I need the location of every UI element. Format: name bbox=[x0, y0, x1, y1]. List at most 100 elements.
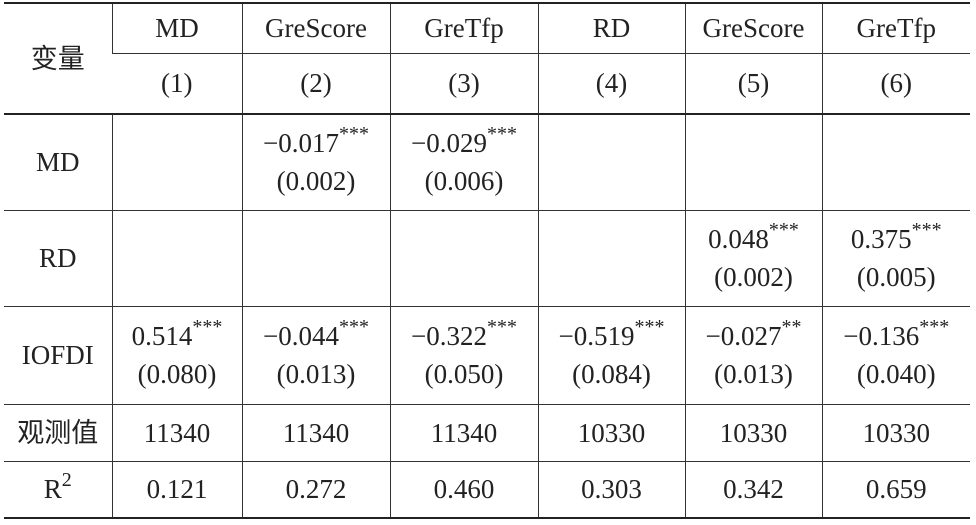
cell: 0.342 bbox=[684, 460, 822, 519]
cell: −0.519*** (0.084) bbox=[537, 305, 685, 404]
significance-stars: *** bbox=[338, 123, 369, 146]
cell: 10330 bbox=[821, 403, 970, 461]
coefficient-line: 0.514*** bbox=[113, 317, 242, 355]
regression-table: 变量 MD GreScore GreTfp RD GreScore GreTfp (1) (2)… bbox=[4, 2, 970, 519]
table-row: 变量 MD GreScore GreTfp RD GreScore GreTfp bbox=[4, 2, 970, 114]
cell: −0.044*** (0.013) bbox=[241, 305, 390, 404]
row-label: 观测值 bbox=[4, 403, 112, 461]
standard-error: (0.084) bbox=[572, 359, 651, 389]
cell: −0.017*** (0.002) bbox=[241, 113, 390, 210]
table-row: 观测值 11340 11340 11340 10330 10330 10330 bbox=[4, 403, 970, 461]
standard-error: (0.002) bbox=[276, 166, 356, 197]
significance-stars: ** bbox=[781, 316, 802, 338]
cell: −0.029*** (0.006) bbox=[389, 113, 538, 210]
cell: 11340 bbox=[111, 403, 242, 461]
column-name: GreTfp bbox=[389, 2, 538, 53]
significance-stars: *** bbox=[192, 316, 223, 338]
cell: 0.121 bbox=[111, 460, 242, 519]
coefficient-line: −0.519*** bbox=[539, 317, 685, 355]
standard-error: (0.080) bbox=[137, 359, 217, 389]
coefficient: −0.136 bbox=[843, 321, 920, 351]
coefficient: −0.044 bbox=[263, 321, 339, 351]
significance-stars: *** bbox=[634, 316, 665, 338]
cell: 11340 bbox=[389, 403, 538, 461]
cell bbox=[389, 209, 538, 306]
standard-error: (0.013) bbox=[714, 359, 793, 389]
cell bbox=[821, 113, 970, 210]
cell: 0.460 bbox=[389, 460, 538, 519]
cell bbox=[241, 209, 390, 306]
coefficient-line: −0.044*** bbox=[243, 317, 390, 355]
cell: −0.136*** (0.040) bbox=[821, 305, 971, 404]
coefficient-line: −0.322*** bbox=[391, 317, 538, 355]
table-row: IOFDI 0.514*** (0.080) −0.044*** (0.013) −0.3… bbox=[4, 305, 971, 404]
coefficient: −0.322 bbox=[411, 321, 487, 351]
coefficient-line: −0.017*** bbox=[243, 124, 390, 162]
standard-error: (0.040) bbox=[856, 359, 936, 389]
coefficient-line: 0.048*** bbox=[686, 220, 822, 258]
significance-stars: *** bbox=[768, 219, 799, 241]
significance-stars: *** bbox=[486, 316, 517, 338]
standard-error: (0.006) bbox=[424, 166, 504, 197]
standard-error: (0.005) bbox=[856, 262, 936, 292]
table-row: RD 0.048*** (0.002) 0.375*** (0.005) bbox=[4, 209, 971, 306]
column-name: GreTfp bbox=[821, 2, 970, 53]
r-label: R bbox=[43, 474, 62, 505]
standard-error: (0.050) bbox=[424, 359, 504, 389]
coefficient: 0.048 bbox=[708, 224, 769, 254]
coefficient: 0.375 bbox=[850, 224, 912, 254]
cell bbox=[537, 113, 685, 210]
cell: 11340 bbox=[241, 403, 390, 461]
cell: 0.375*** (0.005) bbox=[821, 209, 971, 306]
corner-header: 变量 bbox=[4, 2, 112, 114]
cell bbox=[537, 209, 685, 306]
coefficient-line: 0.375*** bbox=[823, 220, 971, 258]
table-row: MD −0.017*** (0.002) −0.029*** (0.006) bbox=[4, 113, 970, 210]
cell: −0.027** (0.013) bbox=[684, 305, 822, 404]
coefficient-line: −0.027** bbox=[686, 317, 822, 355]
significance-stars: *** bbox=[911, 219, 942, 241]
column-name: GreScore bbox=[241, 2, 390, 53]
column-name: GreScore bbox=[684, 2, 822, 53]
cell: 0.303 bbox=[537, 460, 685, 519]
significance-stars: *** bbox=[486, 123, 517, 146]
coefficient-line: −0.029*** bbox=[391, 124, 538, 162]
standard-error: (0.013) bbox=[276, 359, 356, 389]
cell bbox=[111, 209, 242, 306]
table-row: (1) (2) (3) (4) (5) (6) bbox=[4, 52, 970, 114]
cell: 10330 bbox=[537, 403, 685, 461]
coefficient: −0.027 bbox=[705, 321, 782, 351]
cell: 0.659 bbox=[821, 460, 970, 519]
standard-error: (0.002) bbox=[714, 262, 793, 292]
row-label: IOFDI bbox=[4, 305, 112, 404]
column-name: RD bbox=[537, 2, 685, 53]
column-number: (6) bbox=[821, 52, 970, 114]
column-number: (1) bbox=[112, 52, 242, 114]
significance-stars: *** bbox=[338, 316, 369, 338]
row-label: R2 bbox=[4, 460, 112, 519]
column-number: (5) bbox=[684, 52, 822, 114]
r-label-superscript: 2 bbox=[61, 469, 72, 492]
cell: 10330 bbox=[684, 403, 822, 461]
column-number: (4) bbox=[537, 52, 685, 114]
table-row: R2 0.121 0.272 0.460 0.303 0.342 0.659 bbox=[4, 460, 970, 519]
column-name: MD bbox=[111, 2, 242, 53]
coefficient: −0.017 bbox=[263, 128, 339, 159]
coefficient: −0.519 bbox=[558, 321, 635, 351]
cell: 0.048*** (0.002) bbox=[684, 209, 822, 306]
coefficient-line: −0.136*** bbox=[823, 317, 971, 355]
column-number: (2) bbox=[241, 52, 390, 114]
cell: 0.272 bbox=[241, 460, 390, 519]
row-label: MD bbox=[4, 113, 112, 210]
cell bbox=[684, 113, 822, 210]
column-number: (3) bbox=[389, 52, 538, 114]
cell: −0.322*** (0.050) bbox=[389, 305, 538, 404]
significance-stars: *** bbox=[919, 316, 950, 338]
coefficient: 0.514 bbox=[131, 321, 193, 351]
cell bbox=[111, 113, 242, 210]
cell: 0.514*** (0.080) bbox=[111, 305, 242, 404]
row-label: RD bbox=[4, 209, 112, 306]
table-body: 变量 MD GreScore GreTfp RD GreScore GreTfp (1) (2)… bbox=[4, 2, 971, 519]
coefficient: −0.029 bbox=[411, 128, 487, 159]
